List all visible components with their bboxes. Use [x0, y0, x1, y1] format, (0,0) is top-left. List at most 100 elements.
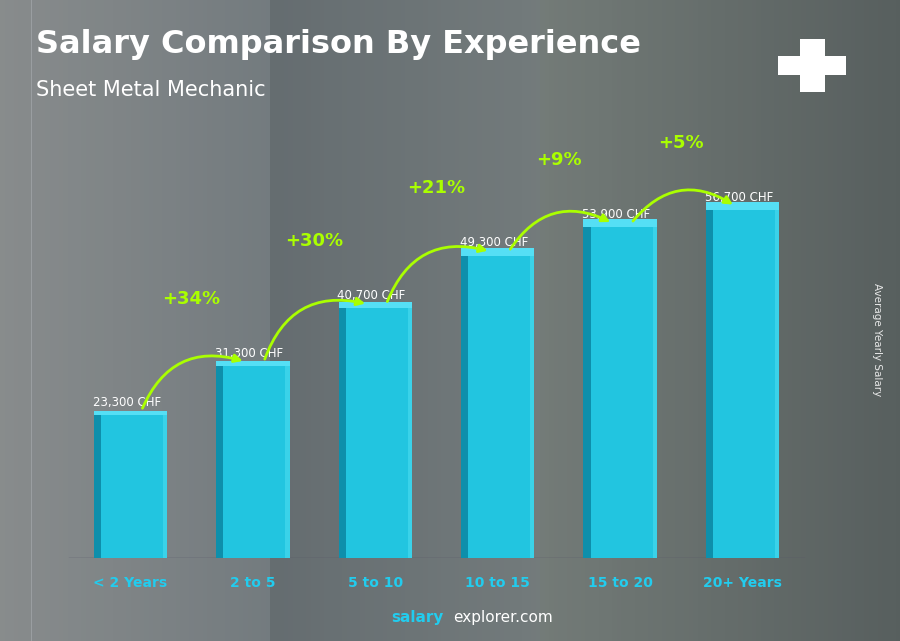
Bar	[180, 0, 184, 641]
Bar	[531, 0, 536, 641]
Bar	[756, 0, 760, 641]
Bar	[464, 0, 468, 641]
Bar	[387, 0, 392, 641]
Bar	[76, 0, 81, 641]
Bar	[374, 0, 378, 641]
Bar	[108, 0, 112, 641]
Text: 15 to 20: 15 to 20	[588, 576, 652, 590]
Bar	[742, 0, 747, 641]
Bar	[243, 0, 248, 641]
Text: +21%: +21%	[408, 179, 465, 197]
Bar	[819, 0, 824, 641]
Bar	[648, 0, 652, 641]
Bar	[662, 0, 666, 641]
Bar	[495, 0, 500, 641]
Bar	[18, 0, 22, 641]
Bar	[508, 0, 513, 641]
Bar	[292, 0, 297, 641]
Bar	[522, 0, 526, 641]
Bar	[612, 0, 616, 641]
Bar	[562, 0, 567, 641]
Bar	[346, 0, 351, 641]
Bar	[774, 0, 778, 641]
Bar	[252, 0, 256, 641]
Bar	[288, 0, 292, 641]
Bar	[860, 0, 864, 641]
Bar	[392, 0, 396, 641]
Bar	[302, 0, 306, 641]
Bar	[765, 0, 770, 641]
Bar	[104, 0, 108, 641]
Bar	[140, 0, 144, 641]
Bar	[608, 0, 612, 641]
Bar	[360, 0, 364, 641]
Bar	[328, 0, 333, 641]
Bar	[382, 0, 387, 641]
Bar	[580, 0, 585, 641]
Bar	[72, 0, 76, 641]
Bar	[356, 0, 360, 641]
Text: 56,700 CHF: 56,700 CHF	[705, 191, 773, 204]
Bar	[621, 0, 626, 641]
Text: +30%: +30%	[285, 232, 343, 250]
Bar	[530, 256, 535, 558]
Bar	[657, 0, 662, 641]
Bar	[207, 0, 211, 641]
Bar	[792, 0, 796, 641]
Bar	[324, 0, 328, 641]
Bar	[432, 0, 436, 641]
Bar	[693, 0, 698, 641]
Text: explorer.com: explorer.com	[453, 610, 553, 625]
Bar	[216, 361, 290, 366]
Bar	[148, 0, 153, 641]
Bar	[454, 0, 459, 641]
Bar	[886, 0, 891, 641]
Bar	[315, 0, 320, 641]
Bar	[22, 0, 27, 641]
Bar	[472, 0, 477, 641]
Bar	[706, 210, 779, 558]
Bar	[603, 0, 608, 641]
Bar	[634, 0, 639, 641]
Bar	[486, 0, 491, 641]
Bar	[616, 0, 621, 641]
Bar	[468, 0, 472, 641]
Bar	[680, 0, 684, 641]
Bar	[734, 0, 738, 641]
Bar	[837, 0, 842, 641]
Bar	[652, 228, 657, 558]
Bar	[94, 415, 101, 558]
Bar	[752, 0, 756, 641]
Bar	[585, 0, 590, 641]
Bar	[408, 308, 412, 558]
Bar	[351, 0, 356, 641]
Text: 20+ Years: 20+ Years	[703, 576, 782, 590]
Bar	[338, 308, 412, 558]
Bar	[896, 0, 900, 641]
Bar	[810, 0, 814, 641]
Bar	[117, 0, 122, 641]
Bar	[461, 256, 468, 558]
Bar	[738, 0, 742, 641]
Bar	[670, 0, 675, 641]
Bar	[194, 0, 198, 641]
Bar	[220, 0, 225, 641]
Bar	[270, 0, 274, 641]
Bar	[688, 0, 693, 641]
Bar	[824, 0, 828, 641]
Bar	[216, 366, 223, 558]
Bar	[202, 0, 207, 641]
Bar	[572, 0, 576, 641]
Bar	[338, 0, 342, 641]
Bar	[36, 0, 40, 641]
Bar	[684, 0, 688, 641]
Bar	[158, 0, 162, 641]
Bar	[583, 228, 590, 558]
Bar	[729, 0, 733, 641]
Bar	[806, 0, 810, 641]
Bar	[189, 0, 194, 641]
Bar	[778, 56, 846, 75]
Bar	[396, 0, 400, 641]
Bar	[99, 0, 104, 641]
Bar	[9, 0, 14, 641]
